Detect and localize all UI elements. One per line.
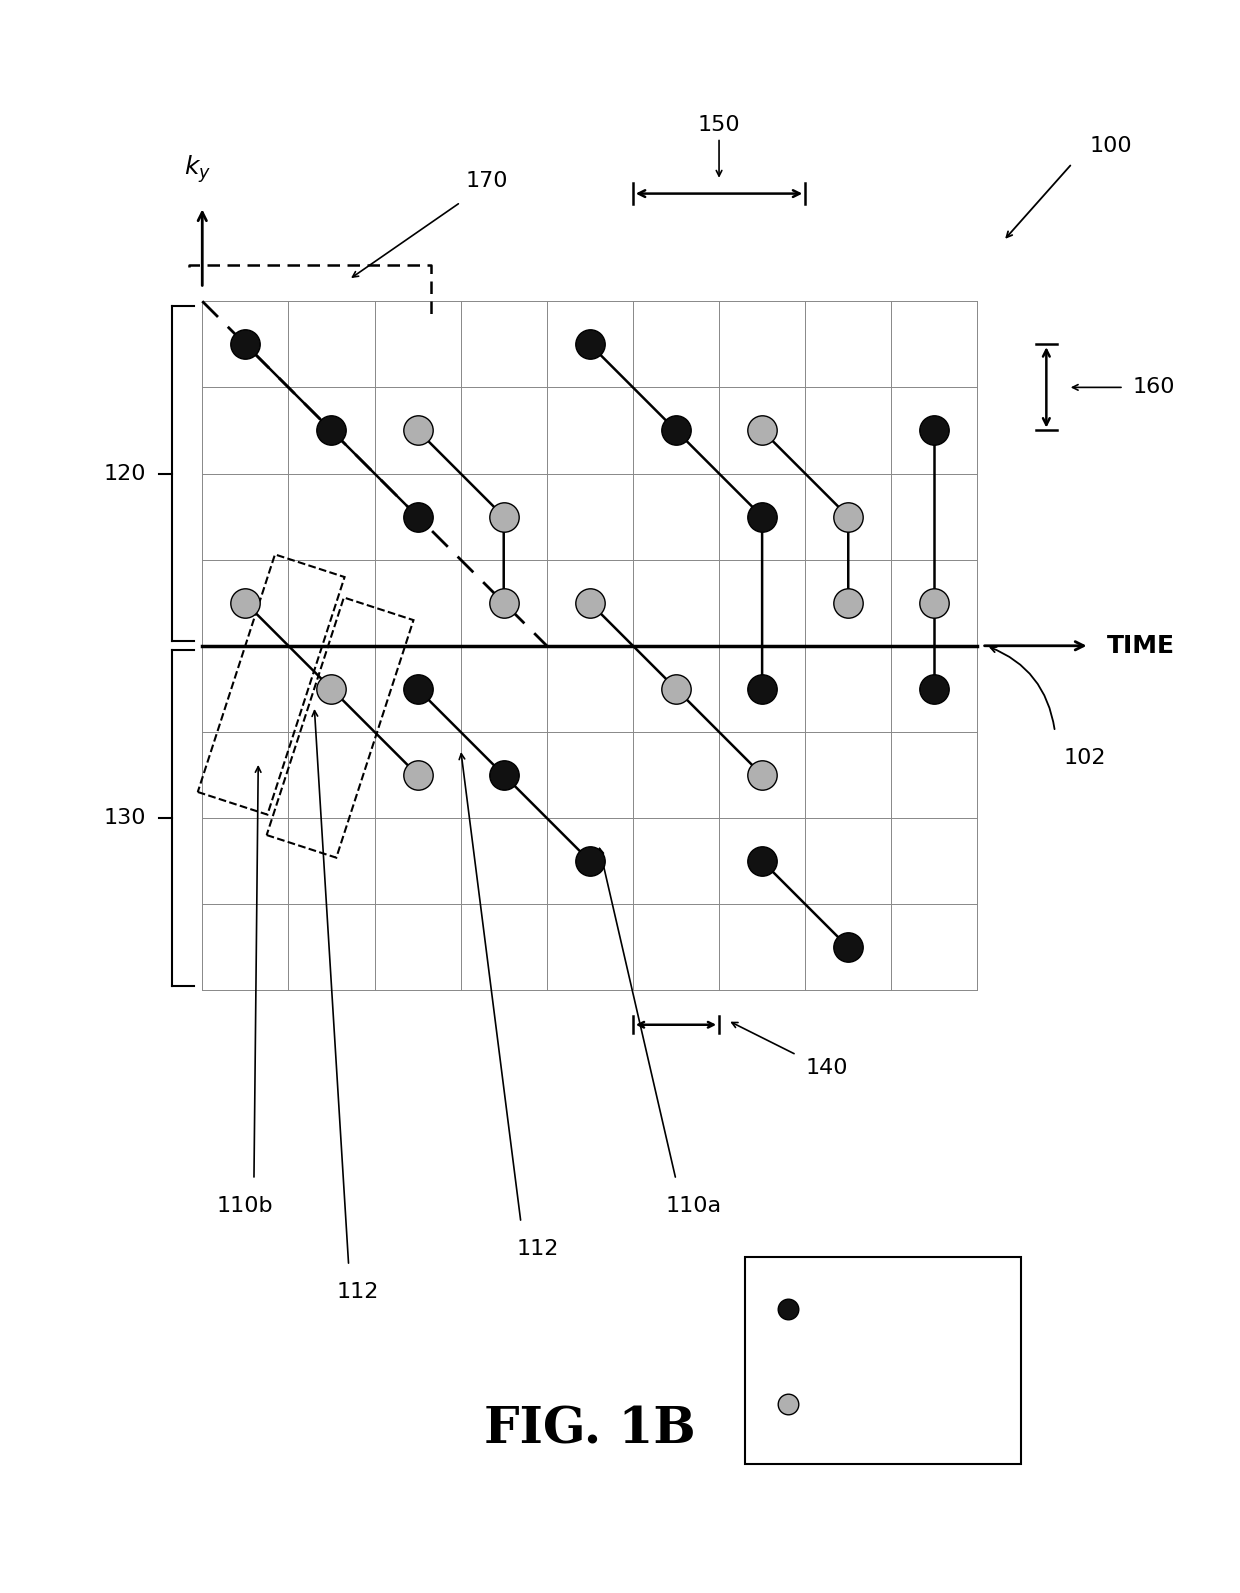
Point [838,503,858,529]
Point [777,1391,797,1416]
Text: 112: 112 [336,1282,378,1301]
Text: 102: 102 [1064,747,1106,768]
Text: 120: 120 [104,464,146,484]
Point [753,849,773,875]
Point [494,589,513,615]
Text: 130: 130 [104,808,146,828]
Text: 150: 150 [698,115,740,135]
Point [753,761,773,787]
Point [321,675,341,701]
Point [580,849,600,875]
Point [408,503,428,529]
Point [580,589,600,615]
Text: 140: 140 [805,1058,848,1078]
Text: FIG. 1B: FIG. 1B [484,1405,696,1454]
Point [925,675,945,701]
Text: $k_{z,2}$: $k_{z,2}$ [827,1389,870,1418]
Point [753,417,773,443]
Text: TIME: TIME [1106,634,1174,658]
Text: 112: 112 [517,1239,559,1258]
Text: $k_y$: $k_y$ [185,153,212,185]
Point [236,331,255,357]
Point [838,589,858,615]
Point [494,503,513,529]
Point [236,589,255,615]
Point [925,417,945,443]
Point [777,1297,797,1322]
Point [408,761,428,787]
Point [925,589,945,615]
Point [580,331,600,357]
Text: 160: 160 [1132,378,1176,397]
Point [666,675,686,701]
Point [666,417,686,443]
Point [838,935,858,961]
Text: 170: 170 [465,170,507,191]
Text: 110a: 110a [665,1196,722,1215]
Point [408,417,428,443]
Point [321,417,341,443]
Bar [745,1257,1021,1464]
Point [494,761,513,787]
Point [408,675,428,701]
Point [753,675,773,701]
Text: 100: 100 [1090,137,1132,156]
Text: $k_{z,1}$: $k_{z,1}$ [827,1295,870,1324]
Point [753,503,773,529]
Text: 110b: 110b [217,1196,274,1215]
